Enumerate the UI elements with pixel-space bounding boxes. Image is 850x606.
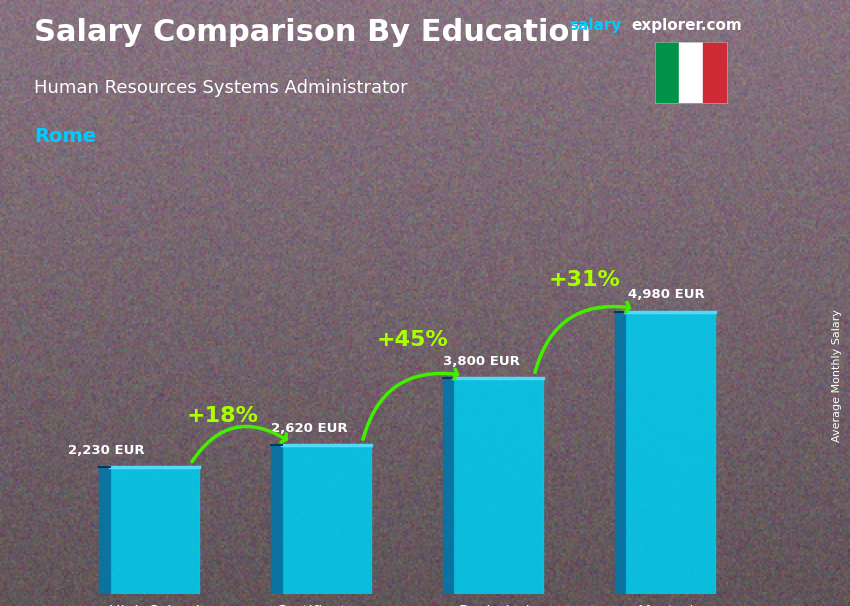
Text: Salary Comparison By Education: Salary Comparison By Education (34, 18, 591, 47)
Bar (678, 42, 703, 103)
Text: Average Monthly Salary: Average Monthly Salary (832, 309, 842, 442)
Text: +18%: +18% (187, 405, 259, 425)
Text: +31%: +31% (548, 270, 620, 290)
Bar (626, 311, 715, 594)
Polygon shape (99, 467, 110, 594)
Text: explorer.com: explorer.com (632, 18, 742, 33)
Polygon shape (443, 379, 453, 594)
Bar (281, 445, 371, 594)
Polygon shape (615, 311, 626, 594)
Text: 3,800 EUR: 3,800 EUR (443, 355, 519, 368)
Text: Human Resources Systems Administrator: Human Resources Systems Administrator (34, 79, 408, 97)
Text: +45%: +45% (377, 330, 448, 350)
Polygon shape (271, 445, 281, 594)
Text: 2,230 EUR: 2,230 EUR (68, 444, 144, 458)
Text: 4,980 EUR: 4,980 EUR (628, 288, 705, 301)
Bar (703, 42, 727, 103)
Text: Rome: Rome (34, 127, 96, 146)
Bar (110, 467, 199, 594)
Text: 2,620 EUR: 2,620 EUR (270, 422, 348, 435)
Bar (654, 42, 678, 103)
Bar (453, 379, 543, 594)
Text: salary: salary (570, 18, 622, 33)
